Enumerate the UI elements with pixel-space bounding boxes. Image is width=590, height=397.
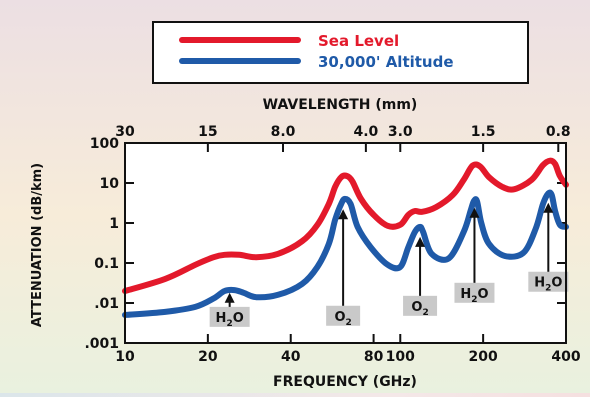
absorption-annotation: H2O xyxy=(528,202,569,294)
annotation-label: O2 xyxy=(411,300,428,318)
x-tick-label: 100 xyxy=(386,349,415,365)
annotation-label: H2O xyxy=(534,276,562,294)
x-tick-label: 400 xyxy=(551,349,580,365)
annotation-arrow-head xyxy=(338,209,349,220)
top-tick-labels: 30 15 8.0 4.0 3.0 1.5 0.8 xyxy=(115,124,570,140)
top-tick-label: 1.5 xyxy=(471,124,496,140)
y-tick-label: .01 xyxy=(94,296,119,312)
annotation-label: H2O xyxy=(460,287,488,305)
annotation-arrow-head xyxy=(543,202,554,213)
x-tick-label: 10 xyxy=(115,349,135,365)
x-tick-label: 80 xyxy=(364,349,384,365)
series-line-altitude xyxy=(122,189,569,318)
y-tick-label: 100 xyxy=(90,136,119,152)
top-tick-label: 0.8 xyxy=(546,124,571,140)
y-tick-label: .001 xyxy=(84,336,119,352)
absorption-annotation: O2 xyxy=(326,209,361,328)
y-tick-label: 0.1 xyxy=(94,256,119,272)
legend-label-altitude: 30,000' Altitude xyxy=(318,53,454,71)
annotation-label: O2 xyxy=(334,310,351,328)
annotation-label-box xyxy=(403,295,438,316)
plot-border xyxy=(124,142,567,344)
top-tick-label: 15 xyxy=(198,124,217,140)
absorption-annotation: H2O xyxy=(209,292,250,329)
top-tick-label: 4.0 xyxy=(353,124,378,140)
series-line-sea-level xyxy=(122,157,569,294)
top-tick-label: 30 xyxy=(115,124,135,140)
annotation-label-box xyxy=(454,282,495,303)
top-axis-title: WAVELENGTH (mm) xyxy=(263,97,418,113)
x-tick-label: 200 xyxy=(469,349,498,365)
y-axis-title: ATTENUATION (dB/km) xyxy=(30,163,45,327)
series-lines xyxy=(122,157,569,318)
y-tick-label: 1 xyxy=(109,216,119,232)
annotation-label-box xyxy=(528,271,569,292)
top-tick-label: 3.0 xyxy=(388,124,413,140)
absorption-annotation: O2 xyxy=(403,236,438,318)
x-axis-title: FREQUENCY (GHz) xyxy=(273,374,417,390)
annotation-label-box xyxy=(326,305,361,326)
x-tick-labels: 10 20 40 80 100 200 400 xyxy=(115,349,581,365)
annotation-label-box xyxy=(209,306,250,327)
annotation-arrow-head xyxy=(224,292,235,303)
absorption-annotations: H2O O2 O2 H2O H2O xyxy=(209,202,569,329)
x-tick-label: 40 xyxy=(281,349,301,365)
legend: Sea Level 30,000' Altitude xyxy=(152,21,529,84)
plot-area: H2O O2 O2 H2O H2O xyxy=(122,142,569,344)
annotation-arrow-head xyxy=(469,207,480,218)
legend-box xyxy=(152,21,529,84)
absorption-annotation: H2O xyxy=(454,207,495,305)
annotation-arrow-head xyxy=(415,236,426,247)
annotation-label: H2O xyxy=(216,311,244,329)
y-tick-labels: .001 .01 0.1 1 10 100 xyxy=(84,136,119,352)
y-tick-label: 10 xyxy=(100,176,120,192)
x-tick-label: 20 xyxy=(198,349,218,365)
legend-label-sea-level: Sea Level xyxy=(318,32,399,50)
top-tick-label: 8.0 xyxy=(271,124,296,140)
